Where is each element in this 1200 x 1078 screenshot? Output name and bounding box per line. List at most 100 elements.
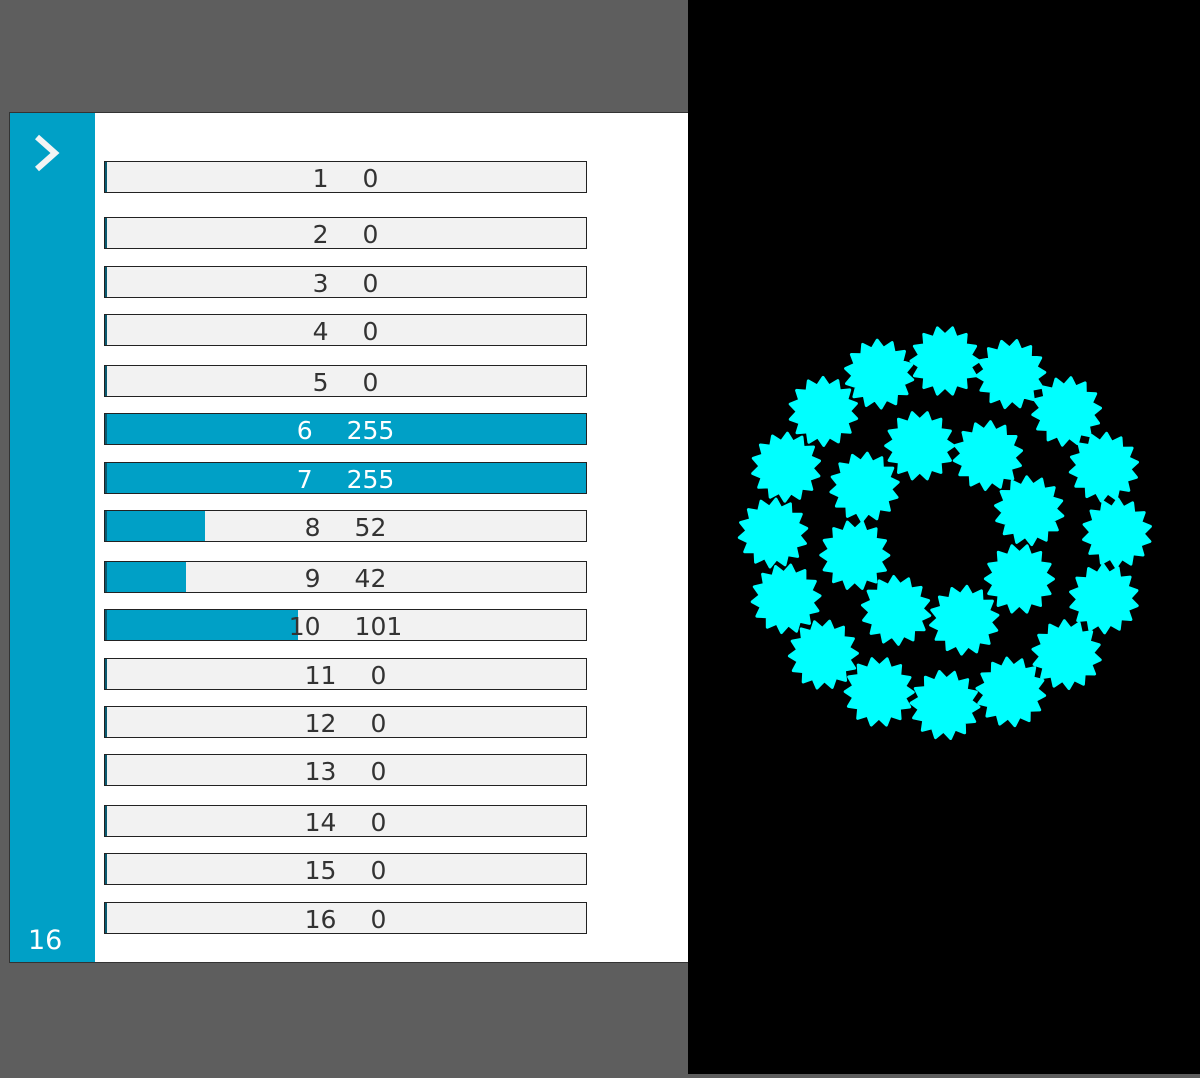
channel-level-fill — [105, 806, 107, 836]
channel-level-fill — [105, 659, 107, 689]
channel-number: 11 — [304, 661, 337, 690]
channel-number: 14 — [304, 808, 337, 837]
star-shape — [952, 420, 1023, 491]
star-shape — [819, 520, 891, 590]
channel-value: 0 — [370, 856, 387, 885]
star-shape — [975, 656, 1047, 728]
channel-level-fill — [105, 854, 107, 884]
star-shape — [909, 670, 981, 740]
channel-number: 5 — [312, 368, 329, 397]
visualizer-canvas — [688, 0, 1200, 1074]
channel-level-fill — [105, 903, 107, 933]
channel-value: 255 — [346, 465, 395, 494]
star-shape — [787, 619, 859, 690]
channel-bar[interactable]: 15 0 — [104, 853, 587, 885]
channel-label: 7 255 — [105, 463, 586, 493]
star-shape — [737, 497, 809, 569]
channel-number: 15 — [304, 856, 337, 885]
channel-number: 6 — [296, 416, 313, 445]
channel-value: 42 — [354, 564, 387, 593]
channel-label: 14 0 — [105, 806, 586, 836]
channel-bar[interactable]: 7 255 — [104, 462, 587, 494]
channel-label: 9 42 — [105, 562, 586, 592]
channel-number: 4 — [312, 317, 329, 346]
channel-label: 16 0 — [105, 903, 586, 933]
channel-bar[interactable]: 13 0 — [104, 754, 587, 786]
channel-value: 255 — [346, 416, 395, 445]
star-shape — [983, 544, 1055, 614]
channel-label: 6 255 — [105, 414, 586, 444]
channel-label: 15 0 — [105, 854, 586, 884]
channel-value: 0 — [370, 905, 387, 934]
channel-bar[interactable]: 10 101 — [104, 609, 587, 641]
channel-level-fill — [105, 707, 107, 737]
channel-level-fill — [105, 755, 107, 785]
channel-level-fill — [105, 610, 298, 640]
star-shape — [1069, 563, 1139, 635]
channel-value: 0 — [370, 808, 387, 837]
star-shape — [1068, 431, 1139, 503]
channel-value: 0 — [362, 368, 379, 397]
channel-label: 13 0 — [105, 755, 586, 785]
expand-button[interactable] — [28, 131, 68, 175]
channel-number: 7 — [296, 465, 313, 494]
channel-label: 12 0 — [105, 707, 586, 737]
channel-bar[interactable]: 14 0 — [104, 805, 587, 837]
channel-level-fill — [105, 511, 206, 541]
channel-number: 8 — [304, 513, 321, 542]
channel-level-fill — [105, 562, 187, 592]
star-shape — [861, 575, 932, 646]
channel-number: 13 — [304, 757, 337, 786]
channel-level-fill — [105, 267, 107, 297]
channel-bar[interactable]: 12 0 — [104, 706, 587, 738]
channel-value: 0 — [362, 164, 379, 193]
channel-bar[interactable]: 8 52 — [104, 510, 587, 542]
star-shape — [750, 563, 822, 634]
channel-value: 0 — [370, 757, 387, 786]
star-shape — [994, 475, 1065, 547]
channel-value: 0 — [362, 269, 379, 298]
star-shape — [909, 326, 981, 396]
channel-monitor-panel: 16 1 0 2 0 3 0 4 0 5 0 6 255 7 255 8 52 9 42 10 101 11 0 12 0 13… — [9, 112, 688, 963]
star-shape — [1082, 497, 1152, 569]
channel-number: 12 — [304, 709, 337, 738]
channel-bar[interactable]: 11 0 — [104, 658, 587, 690]
sidebar: 16 — [10, 113, 95, 962]
channel-level-fill — [105, 218, 107, 248]
channel-level-fill — [105, 414, 586, 444]
star-shape — [843, 657, 915, 727]
star-shape — [884, 411, 956, 481]
star-shape — [1031, 619, 1102, 690]
channel-level-fill — [105, 463, 586, 493]
star-shape — [829, 451, 900, 523]
channel-value: 0 — [362, 220, 379, 249]
star-shape — [788, 375, 859, 447]
channel-bar[interactable]: 6 255 — [104, 413, 587, 445]
channel-bar[interactable]: 9 42 — [104, 561, 587, 593]
channel-value: 0 — [370, 661, 387, 690]
channel-value: 101 — [354, 612, 403, 641]
star-shape — [751, 431, 821, 503]
star-shape — [929, 584, 1000, 656]
channel-number: 2 — [312, 220, 329, 249]
channel-value: 0 — [362, 317, 379, 346]
channel-number: 9 — [304, 564, 321, 593]
channel-value: 52 — [354, 513, 387, 542]
channel-level-fill — [105, 162, 107, 192]
channel-number: 16 — [304, 905, 337, 934]
star-shape — [975, 339, 1047, 410]
channel-value: 0 — [370, 709, 387, 738]
channel-level-fill — [105, 315, 107, 345]
channel-bar[interactable]: 16 0 — [104, 902, 587, 934]
star-shape — [844, 338, 915, 410]
